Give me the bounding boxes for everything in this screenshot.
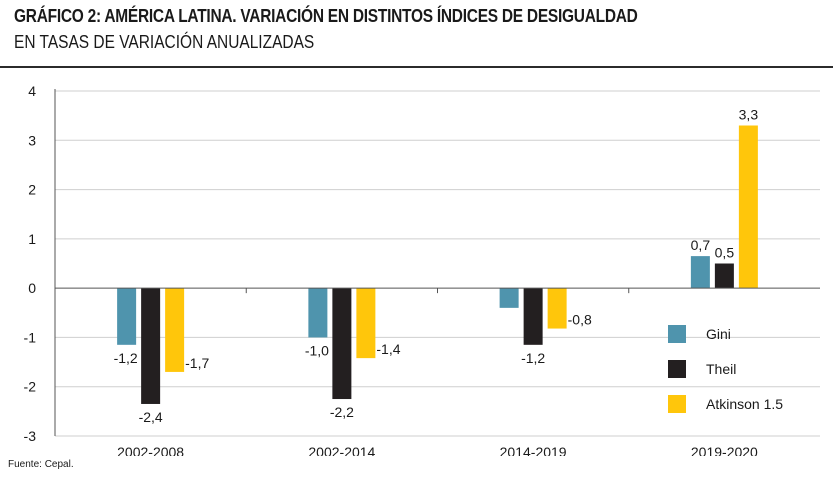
bar-atkinson-2014-2019 (547, 288, 567, 329)
legend-item-gini: Gini (668, 323, 818, 345)
legend-label-atkinson: Atkinson 1.5 (706, 396, 784, 412)
data-label: -1,0 (305, 342, 329, 358)
y-tick-label: 4 (28, 83, 36, 99)
y-tick-label: 3 (28, 132, 36, 148)
bar-theil-2002-2008 (141, 288, 161, 404)
chart-title: GRÁFICO 2: AMÉRICA LATINA. VARIACIÓN EN … (14, 6, 638, 26)
data-label: -1,4 (376, 341, 400, 357)
data-label: -1,2 (114, 350, 138, 366)
data-label: -1,7 (185, 355, 209, 371)
bar-chart: 4 3 2 1 0 -1 -2 -3 -1,2 -2,4 -1,7 2002-2008 -1,0 -2,2… (24, 83, 820, 456)
legend-label-gini: Gini (706, 326, 731, 342)
header-divider (0, 66, 833, 68)
bar-atkinson-2019-2020 (738, 125, 758, 289)
bar-atkinson-2002-2008 (165, 288, 185, 372)
bar-gini-2014-2019 (499, 288, 519, 308)
x-tick-label: 2002-2014 (308, 444, 375, 456)
data-label: 3,3 (739, 107, 759, 123)
chart-subtitle: EN TASAS DE VARIACIÓN ANUALIZADAS (14, 32, 315, 52)
source-note: Fuente: Cepal. (8, 459, 74, 470)
y-tick-label: 2 (28, 182, 36, 198)
bar-theil-2014-2019 (523, 288, 543, 345)
bar-gini-2019-2020 (690, 256, 710, 289)
x-tick-label: 2014-2019 (500, 444, 567, 456)
legend-swatch-gini (668, 325, 686, 343)
legend-swatch-atkinson (668, 395, 686, 413)
x-tick-label: 2019-2020 (691, 444, 758, 456)
bar-gini-2002-2014 (308, 288, 328, 338)
x-tick-label: 2002-2008 (117, 444, 184, 456)
bar-theil-2002-2014 (332, 288, 352, 400)
y-tick-label: -1 (24, 329, 37, 345)
data-label: -1,2 (521, 350, 545, 366)
y-tick-label: 1 (28, 231, 36, 247)
data-label: -0,8 (568, 312, 592, 328)
bar-gini-2002-2008 (117, 288, 137, 345)
data-label: 0,5 (715, 245, 735, 261)
legend-swatch-theil (668, 360, 686, 378)
legend-label-theil: Theil (706, 361, 737, 377)
bar-theil-2019-2020 (714, 263, 734, 289)
bar-atkinson-2002-2014 (356, 288, 376, 359)
y-tick-label: -3 (24, 428, 37, 444)
y-tick-label: -2 (24, 379, 37, 395)
data-label: -2,4 (139, 409, 163, 425)
y-tick-label: 0 (28, 280, 36, 296)
data-label: -2,2 (330, 404, 354, 420)
legend-item-theil: Theil (668, 358, 818, 380)
legend-item-atkinson: Atkinson 1.5 (668, 393, 818, 415)
data-label: 0,7 (691, 237, 711, 253)
